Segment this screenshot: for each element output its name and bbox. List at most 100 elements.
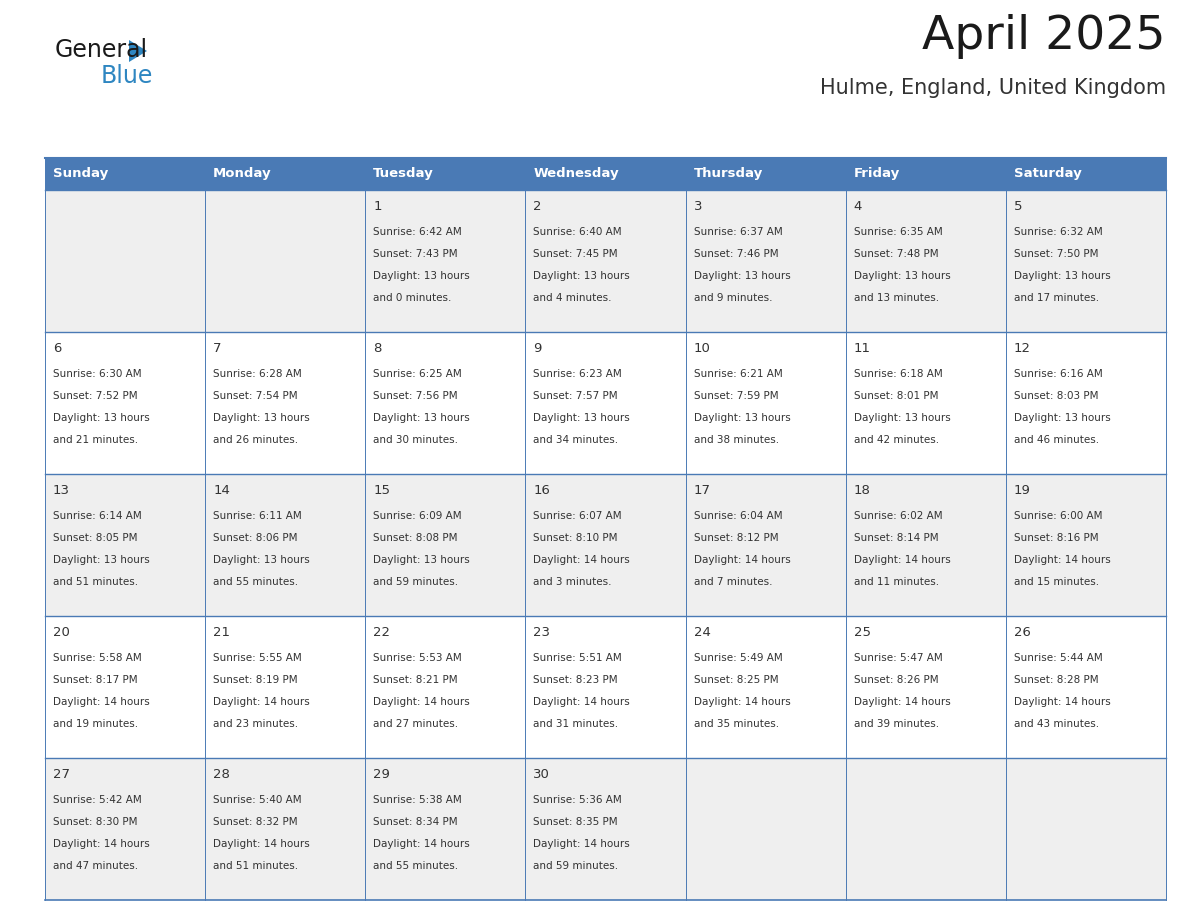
Bar xyxy=(45,616,1165,758)
Text: Daylight: 14 hours: Daylight: 14 hours xyxy=(694,697,790,707)
Text: Daylight: 14 hours: Daylight: 14 hours xyxy=(533,555,630,565)
Text: Daylight: 13 hours: Daylight: 13 hours xyxy=(694,271,790,281)
Text: Sunset: 8:03 PM: Sunset: 8:03 PM xyxy=(1013,391,1099,401)
Text: Daylight: 13 hours: Daylight: 13 hours xyxy=(213,413,310,423)
Text: and 55 minutes.: and 55 minutes. xyxy=(213,577,298,587)
Text: Sunrise: 5:47 AM: Sunrise: 5:47 AM xyxy=(854,653,942,663)
Text: 28: 28 xyxy=(213,768,230,781)
Text: and 4 minutes.: and 4 minutes. xyxy=(533,293,612,303)
Text: Sunrise: 6:04 AM: Sunrise: 6:04 AM xyxy=(694,511,782,521)
Text: and 3 minutes.: and 3 minutes. xyxy=(533,577,612,587)
Text: 5: 5 xyxy=(1013,200,1023,213)
Text: Sunset: 7:48 PM: Sunset: 7:48 PM xyxy=(854,249,939,259)
Text: Sunset: 8:25 PM: Sunset: 8:25 PM xyxy=(694,675,778,685)
Text: Daylight: 13 hours: Daylight: 13 hours xyxy=(373,271,470,281)
Text: Sunset: 7:54 PM: Sunset: 7:54 PM xyxy=(213,391,298,401)
Text: Daylight: 14 hours: Daylight: 14 hours xyxy=(373,697,470,707)
Text: and 11 minutes.: and 11 minutes. xyxy=(854,577,939,587)
Text: 2: 2 xyxy=(533,200,542,213)
Text: 18: 18 xyxy=(854,484,871,497)
Text: and 30 minutes.: and 30 minutes. xyxy=(373,435,459,445)
Text: 3: 3 xyxy=(694,200,702,213)
Text: Sunset: 8:06 PM: Sunset: 8:06 PM xyxy=(213,533,298,543)
Text: and 15 minutes.: and 15 minutes. xyxy=(1013,577,1099,587)
Text: Sunrise: 6:37 AM: Sunrise: 6:37 AM xyxy=(694,227,783,237)
Bar xyxy=(685,158,846,190)
Text: Sunrise: 5:42 AM: Sunrise: 5:42 AM xyxy=(53,795,141,805)
Text: 30: 30 xyxy=(533,768,550,781)
Text: Sunrise: 6:21 AM: Sunrise: 6:21 AM xyxy=(694,369,783,379)
Text: 10: 10 xyxy=(694,341,710,355)
Text: 14: 14 xyxy=(213,484,230,497)
Bar xyxy=(206,158,365,190)
Text: Daylight: 14 hours: Daylight: 14 hours xyxy=(213,839,310,849)
Text: Sunset: 8:17 PM: Sunset: 8:17 PM xyxy=(53,675,138,685)
Text: and 59 minutes.: and 59 minutes. xyxy=(373,577,459,587)
Text: 29: 29 xyxy=(373,768,390,781)
Text: 7: 7 xyxy=(213,341,222,355)
Text: Sunset: 8:23 PM: Sunset: 8:23 PM xyxy=(533,675,618,685)
Text: and 27 minutes.: and 27 minutes. xyxy=(373,719,459,729)
Text: Blue: Blue xyxy=(101,64,153,88)
Text: 21: 21 xyxy=(213,626,230,639)
Text: Sunrise: 5:55 AM: Sunrise: 5:55 AM xyxy=(213,653,302,663)
Bar xyxy=(45,332,1165,474)
Text: and 39 minutes.: and 39 minutes. xyxy=(854,719,939,729)
Text: Saturday: Saturday xyxy=(1013,167,1081,181)
Text: Monday: Monday xyxy=(213,167,272,181)
Text: Sunset: 8:16 PM: Sunset: 8:16 PM xyxy=(1013,533,1099,543)
Text: and 21 minutes.: and 21 minutes. xyxy=(53,435,138,445)
Text: and 31 minutes.: and 31 minutes. xyxy=(533,719,619,729)
Text: Sunset: 7:59 PM: Sunset: 7:59 PM xyxy=(694,391,778,401)
Text: 24: 24 xyxy=(694,626,710,639)
Bar xyxy=(846,158,1006,190)
Text: Sunset: 8:21 PM: Sunset: 8:21 PM xyxy=(373,675,457,685)
Text: 1: 1 xyxy=(373,200,381,213)
Text: Daylight: 13 hours: Daylight: 13 hours xyxy=(533,413,630,423)
Text: Daylight: 13 hours: Daylight: 13 hours xyxy=(854,413,950,423)
Text: Daylight: 13 hours: Daylight: 13 hours xyxy=(53,555,150,565)
Text: Sunset: 8:26 PM: Sunset: 8:26 PM xyxy=(854,675,939,685)
Text: and 51 minutes.: and 51 minutes. xyxy=(53,577,138,587)
Text: 15: 15 xyxy=(373,484,391,497)
Bar xyxy=(45,474,1165,616)
Text: Sunrise: 5:53 AM: Sunrise: 5:53 AM xyxy=(373,653,462,663)
Text: Sunday: Sunday xyxy=(53,167,108,181)
Text: Daylight: 13 hours: Daylight: 13 hours xyxy=(694,413,790,423)
Text: Daylight: 14 hours: Daylight: 14 hours xyxy=(533,697,630,707)
Text: Daylight: 13 hours: Daylight: 13 hours xyxy=(373,413,470,423)
Text: Daylight: 13 hours: Daylight: 13 hours xyxy=(373,555,470,565)
Text: 23: 23 xyxy=(533,626,550,639)
Text: and 47 minutes.: and 47 minutes. xyxy=(53,861,138,871)
Text: Daylight: 13 hours: Daylight: 13 hours xyxy=(533,271,630,281)
Text: and 51 minutes.: and 51 minutes. xyxy=(213,861,298,871)
Text: Sunrise: 6:00 AM: Sunrise: 6:00 AM xyxy=(1013,511,1102,521)
Text: Sunset: 8:05 PM: Sunset: 8:05 PM xyxy=(53,533,138,543)
Text: Daylight: 13 hours: Daylight: 13 hours xyxy=(1013,413,1111,423)
Text: Sunrise: 6:14 AM: Sunrise: 6:14 AM xyxy=(53,511,141,521)
Text: Sunset: 7:46 PM: Sunset: 7:46 PM xyxy=(694,249,778,259)
Bar xyxy=(525,158,685,190)
Text: Sunrise: 5:36 AM: Sunrise: 5:36 AM xyxy=(533,795,623,805)
Text: Daylight: 14 hours: Daylight: 14 hours xyxy=(854,555,950,565)
Bar xyxy=(1006,158,1165,190)
Text: and 59 minutes.: and 59 minutes. xyxy=(533,861,619,871)
Text: Sunrise: 5:49 AM: Sunrise: 5:49 AM xyxy=(694,653,783,663)
Text: and 17 minutes.: and 17 minutes. xyxy=(1013,293,1099,303)
Text: Sunrise: 6:23 AM: Sunrise: 6:23 AM xyxy=(533,369,623,379)
Text: Daylight: 13 hours: Daylight: 13 hours xyxy=(213,555,310,565)
Text: 27: 27 xyxy=(53,768,70,781)
Text: Sunrise: 6:32 AM: Sunrise: 6:32 AM xyxy=(1013,227,1102,237)
Text: Sunrise: 6:11 AM: Sunrise: 6:11 AM xyxy=(213,511,302,521)
Text: Hulme, England, United Kingdom: Hulme, England, United Kingdom xyxy=(820,78,1165,98)
Text: and 55 minutes.: and 55 minutes. xyxy=(373,861,459,871)
Text: Sunset: 8:14 PM: Sunset: 8:14 PM xyxy=(854,533,939,543)
Text: Sunrise: 6:07 AM: Sunrise: 6:07 AM xyxy=(533,511,623,521)
Text: Friday: Friday xyxy=(854,167,901,181)
Text: Sunrise: 6:25 AM: Sunrise: 6:25 AM xyxy=(373,369,462,379)
Text: Sunset: 8:28 PM: Sunset: 8:28 PM xyxy=(1013,675,1099,685)
Text: Sunrise: 6:18 AM: Sunrise: 6:18 AM xyxy=(854,369,942,379)
Text: and 0 minutes.: and 0 minutes. xyxy=(373,293,451,303)
Text: Sunset: 7:45 PM: Sunset: 7:45 PM xyxy=(533,249,618,259)
Text: and 13 minutes.: and 13 minutes. xyxy=(854,293,939,303)
